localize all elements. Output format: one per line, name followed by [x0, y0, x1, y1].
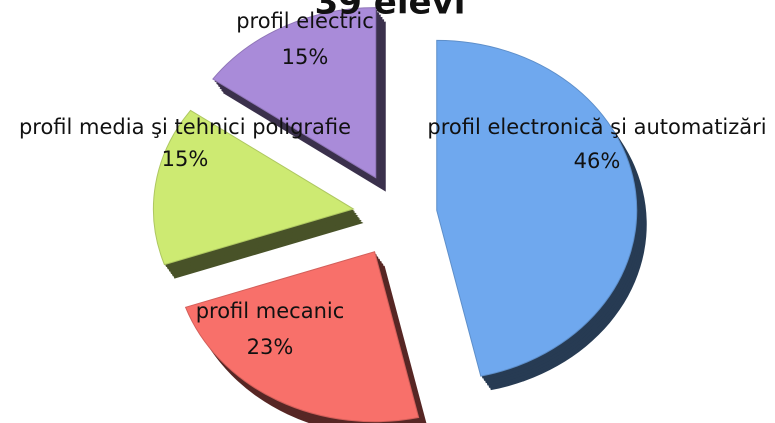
slice: [152, 109, 355, 266]
data-label-name: profil media şi tehnici poligrafie: [19, 115, 351, 139]
data-label-name: profil electric: [236, 9, 374, 33]
slice: [212, 7, 377, 179]
slice: [184, 251, 420, 423]
data-label-name: profil electronică şi automatizări: [427, 115, 766, 139]
data-label-name: profil mecanic: [196, 299, 345, 323]
data-label-value: 15%: [162, 147, 209, 171]
chart-title: 39 elevi: [315, 0, 466, 23]
data-label-value: 15%: [282, 45, 329, 69]
data-label-value: 23%: [247, 335, 294, 359]
data-label-value: 46%: [574, 149, 621, 173]
slices: [152, 7, 647, 423]
slice: [436, 39, 638, 377]
